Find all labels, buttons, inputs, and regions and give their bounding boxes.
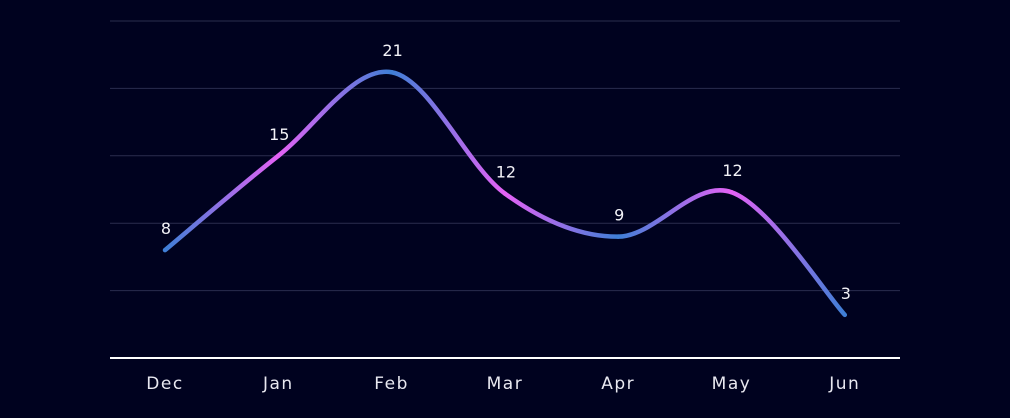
series-line-segment — [389, 69, 508, 196]
drop-lines — [164, 72, 846, 358]
series-line-segment — [162, 153, 281, 253]
series-line-segment — [276, 69, 394, 159]
data-label: 15 — [269, 125, 289, 144]
x-tick-labels: Dec Jan Feb Mar Apr May Jun — [146, 374, 860, 394]
x-tick-label: Dec — [146, 374, 183, 394]
data-label: 12 — [722, 161, 742, 180]
x-tick-label: Feb — [374, 374, 409, 394]
x-tick-label: Mar — [487, 374, 524, 394]
grid-lines — [110, 20, 900, 292]
x-tick-label: Jun — [828, 374, 860, 394]
data-label: 9 — [614, 206, 624, 225]
data-label: 21 — [382, 41, 402, 60]
data-label: 12 — [496, 163, 516, 182]
series-line-segment — [615, 188, 734, 239]
x-tick-label: Jan — [262, 374, 294, 394]
series-line-segment — [502, 191, 621, 239]
data-label: 3 — [841, 284, 851, 303]
x-tick-label: Apr — [601, 374, 635, 394]
data-label: 8 — [161, 219, 171, 238]
series-line-segment — [729, 189, 848, 318]
series-line — [162, 69, 848, 318]
data-labels: 8 15 21 12 9 12 3 — [161, 41, 851, 303]
x-tick-label: May — [712, 374, 752, 394]
